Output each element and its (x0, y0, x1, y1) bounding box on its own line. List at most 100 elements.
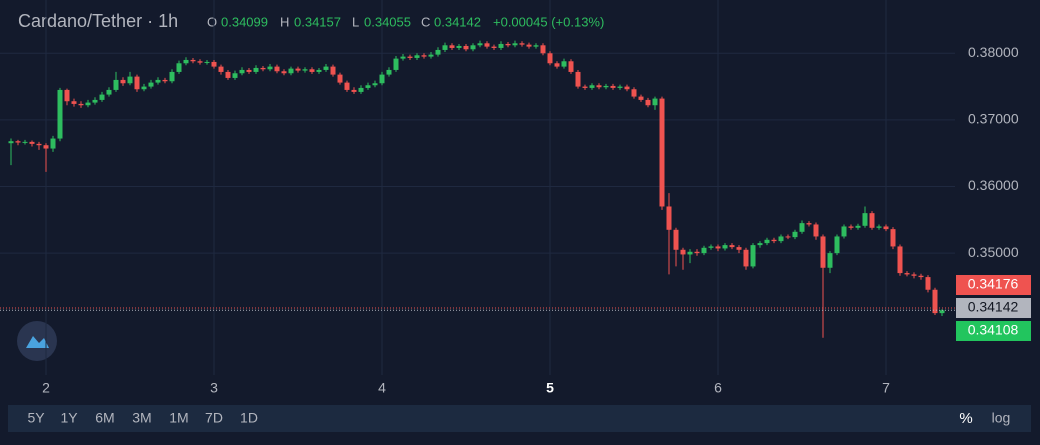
candle-body (533, 45, 539, 47)
candle-body (785, 236, 791, 238)
price-label-box (956, 298, 1031, 318)
candle-body (687, 251, 693, 255)
candle-body (274, 66, 280, 72)
candle-body (589, 85, 595, 88)
candle-body (659, 98, 665, 207)
candle-body (778, 236, 784, 242)
candle-body (722, 245, 728, 249)
range-button[interactable]: 5Y (27, 410, 45, 426)
y-tick-label: 0.36000 (968, 177, 1019, 193)
candle-body (379, 74, 385, 84)
candle-body (435, 49, 441, 55)
chart-title: Cardano/Tether · 1h (18, 11, 178, 31)
candle-body (106, 89, 112, 95)
candle-body (64, 89, 70, 102)
x-tick-label: 7 (882, 380, 890, 396)
logo[interactable] (17, 321, 57, 361)
legend-value: 0.34157 (294, 14, 341, 29)
candle-body (561, 61, 567, 67)
candle-body (491, 46, 497, 48)
candle-body (78, 103, 84, 106)
candle-body (8, 141, 14, 144)
candle-body (897, 246, 903, 274)
candle-body (757, 243, 763, 246)
candle-body (855, 225, 861, 228)
x-tick-label: 5 (546, 380, 554, 396)
candle-body (715, 246, 721, 249)
candle-body (449, 45, 455, 48)
candle-body (841, 226, 847, 237)
candle-body (827, 253, 833, 268)
candle-body (883, 226, 889, 230)
candle-body (421, 55, 427, 57)
candle-body (134, 76, 140, 90)
range-button[interactable]: 3M (132, 410, 151, 426)
price-label: 0.34176 (968, 276, 1019, 292)
candle-body (155, 79, 161, 83)
candle-body (337, 74, 343, 83)
candle-body (127, 76, 133, 84)
candle-body (869, 213, 875, 228)
candle-body (99, 94, 105, 100)
candle-body (526, 44, 532, 47)
x-tick-label: 3 (210, 380, 218, 396)
legend-label: O (207, 14, 217, 29)
candle-body (470, 45, 476, 50)
candle-body (386, 69, 392, 75)
candle-body (848, 226, 854, 228)
candle-body (694, 251, 700, 254)
candle-body (176, 63, 182, 72)
range-button[interactable]: 6M (95, 410, 114, 426)
legend-value: 0.34055 (364, 14, 411, 29)
percent-toggle[interactable]: % (959, 410, 972, 427)
candle-body (904, 273, 910, 275)
candle-body (442, 45, 448, 50)
candle-body (673, 229, 679, 250)
candle-body (365, 85, 371, 88)
range-button[interactable]: 1Y (60, 410, 78, 426)
candle-body (652, 98, 658, 106)
price-label: 0.34142 (968, 299, 1019, 315)
candle-body (302, 69, 308, 71)
log-toggle[interactable]: log (992, 410, 1011, 426)
candle-body (148, 82, 154, 87)
candle-body (932, 289, 938, 314)
candle-body (813, 224, 819, 237)
candle-body (575, 71, 581, 87)
candle-body (862, 213, 868, 226)
range-button[interactable]: 7D (205, 410, 223, 426)
candle-body (316, 69, 322, 72)
range-button[interactable]: 1D (240, 410, 258, 426)
candle-body (169, 71, 175, 82)
candle-body (225, 71, 231, 78)
candle-body (890, 229, 896, 247)
candle-body (260, 67, 266, 70)
legend-label: H (280, 14, 289, 29)
candle-body (505, 43, 511, 46)
candle-body (582, 86, 588, 88)
candle-body (50, 138, 56, 149)
candle-body (295, 68, 301, 71)
candle-body (162, 79, 168, 82)
candle-body (232, 73, 238, 78)
candle-body (792, 231, 798, 238)
candle-body (71, 101, 77, 104)
x-tick-label: 2 (42, 380, 50, 396)
candle-body (939, 310, 945, 314)
candle-body (92, 99, 98, 103)
candle-body (708, 246, 714, 248)
candle-body (288, 68, 294, 74)
candle-body (15, 141, 21, 143)
candle-body (799, 223, 805, 232)
candle-body (834, 236, 840, 254)
candle-body (701, 247, 707, 254)
candle-body (764, 239, 770, 244)
candle-body (309, 69, 315, 72)
legend-value: 0.34142 (434, 14, 481, 29)
candle-body (456, 45, 462, 48)
candle-body (568, 61, 574, 72)
candle-body (190, 59, 196, 62)
candle-body (624, 86, 630, 90)
range-button[interactable]: 1M (169, 410, 188, 426)
